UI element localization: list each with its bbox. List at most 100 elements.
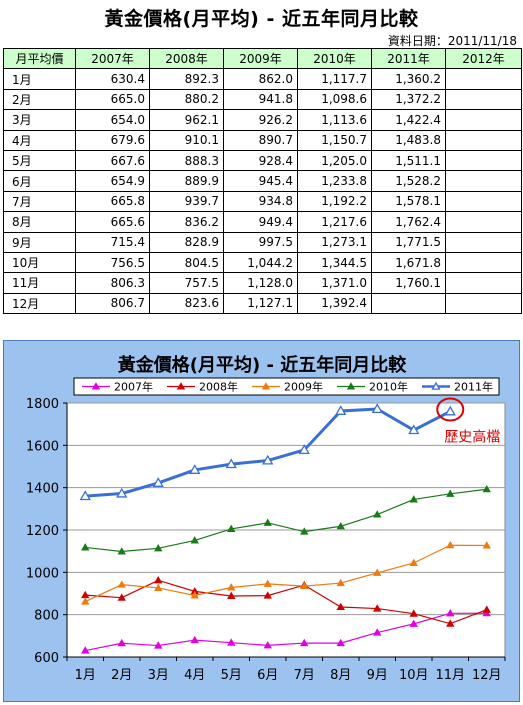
legend-marker bbox=[346, 382, 356, 390]
y-tick-label: 1000 bbox=[26, 566, 59, 581]
price-cell: 892.3 bbox=[149, 68, 224, 90]
annotation-circle bbox=[436, 397, 465, 422]
month-cell: 9月 bbox=[3, 231, 76, 253]
price-cell bbox=[445, 129, 522, 151]
price-cell: 1,127.1 bbox=[223, 292, 298, 315]
data-point bbox=[154, 583, 163, 591]
price-cell: 757.5 bbox=[149, 272, 224, 294]
series-line-2009年 bbox=[84, 544, 487, 603]
price-cell: 654.9 bbox=[75, 170, 150, 192]
price-cell: 1,192.2 bbox=[297, 190, 372, 213]
data-point bbox=[444, 405, 456, 416]
series-line-2010年 bbox=[85, 488, 487, 553]
data-point bbox=[263, 579, 272, 587]
data-point bbox=[336, 578, 345, 587]
price-cell bbox=[445, 170, 522, 192]
price-cell: 1,044.2 bbox=[223, 251, 298, 274]
month-cell: 11月 bbox=[3, 272, 76, 294]
data-point bbox=[263, 518, 272, 526]
column-header: 2007年 bbox=[75, 47, 150, 70]
price-cell: 890.7 bbox=[223, 129, 298, 151]
data-point bbox=[300, 638, 309, 647]
price-cell: 1,578.1 bbox=[371, 190, 446, 213]
month-cell: 3月 bbox=[3, 109, 76, 131]
data-point bbox=[225, 458, 237, 469]
price-cell bbox=[445, 272, 522, 294]
data-point bbox=[190, 536, 199, 544]
data-point bbox=[482, 541, 491, 549]
data-point bbox=[227, 591, 236, 600]
legend-marker bbox=[176, 382, 186, 390]
price-cell: 1,205.0 bbox=[297, 149, 372, 172]
table-row: 11月 806.3 757.5 1,128.0 1,371.0 1,760.1 bbox=[3, 272, 522, 294]
price-cell: 665.6 bbox=[75, 211, 150, 233]
x-tick-label: 5月 bbox=[221, 668, 242, 683]
price-cell: 1,372.2 bbox=[371, 88, 446, 111]
price-cell: 1,360.2 bbox=[371, 68, 446, 90]
price-cell: 949.4 bbox=[223, 211, 298, 233]
data-point bbox=[408, 424, 420, 435]
x-tick-label: 1月 bbox=[75, 668, 96, 683]
price-cell: 667.6 bbox=[75, 149, 150, 172]
price-cell: 1,098.6 bbox=[297, 88, 372, 111]
price-cell: 836.2 bbox=[149, 211, 224, 233]
data-point bbox=[116, 487, 128, 498]
x-tick-label: 2月 bbox=[111, 668, 132, 683]
price-cell: 926.2 bbox=[223, 109, 298, 131]
price-cell bbox=[445, 211, 522, 233]
month-cell: 7月 bbox=[3, 190, 76, 213]
month-cell: 1月 bbox=[3, 68, 76, 90]
data-point bbox=[227, 638, 236, 646]
price-cell: 888.3 bbox=[149, 149, 224, 172]
price-cell: 1,392.4 bbox=[297, 292, 372, 315]
price-cell: 1,762.4 bbox=[371, 211, 446, 233]
price-cell: 889.9 bbox=[149, 170, 224, 192]
price-cell: 1,771.5 bbox=[371, 231, 446, 253]
data-point bbox=[373, 628, 382, 636]
price-cell: 1,671.8 bbox=[371, 251, 446, 274]
price-cell: 939.7 bbox=[149, 190, 224, 213]
table-row: 6月 654.9 889.9 945.4 1,233.8 1,528.2 bbox=[3, 170, 522, 192]
table-row: 7月 665.8 939.7 934.8 1,192.2 1,578.1 bbox=[3, 190, 522, 213]
data-point bbox=[117, 547, 126, 555]
price-cell bbox=[445, 190, 522, 213]
month-cell: 8月 bbox=[3, 211, 76, 233]
data-point bbox=[189, 464, 201, 474]
column-header: 月平均價 bbox=[3, 47, 76, 70]
legend bbox=[73, 377, 500, 396]
table-row: 5月 667.6 888.3 928.4 1,205.0 1,511.1 bbox=[3, 149, 522, 172]
price-cell: 1,483.8 bbox=[371, 129, 446, 151]
data-point bbox=[446, 540, 455, 549]
data-point bbox=[336, 602, 345, 611]
price-cell: 756.5 bbox=[75, 251, 150, 274]
annotation-label: 歷史高檔 bbox=[444, 428, 500, 445]
price-cell bbox=[371, 292, 446, 315]
column-header: 2010年 bbox=[297, 47, 372, 70]
data-point bbox=[409, 558, 418, 567]
data-point bbox=[263, 591, 272, 599]
price-cell: 1,117.7 bbox=[297, 68, 372, 90]
x-tick-label: 11月 bbox=[435, 668, 465, 683]
y-tick-label: 1800 bbox=[26, 397, 59, 412]
price-cell bbox=[445, 149, 522, 172]
price-cell: 934.8 bbox=[223, 190, 298, 213]
x-tick-label: 10月 bbox=[399, 668, 429, 683]
data-point bbox=[154, 543, 163, 552]
price-cell: 1,371.0 bbox=[297, 272, 372, 294]
price-cell: 945.4 bbox=[223, 170, 298, 192]
column-header: 2009年 bbox=[223, 47, 298, 70]
data-point bbox=[262, 454, 274, 465]
chart-title: 黃金價格(月平均) - 近五年同月比較 bbox=[117, 354, 407, 376]
legend-label: 2011年 bbox=[454, 380, 493, 394]
x-tick-label: 6月 bbox=[257, 668, 278, 683]
price-cell: 1,150.7 bbox=[297, 129, 372, 151]
y-tick-label: 800 bbox=[34, 609, 59, 624]
data-point bbox=[409, 609, 418, 617]
legend-marker bbox=[261, 382, 271, 390]
legend-label: 2008年 bbox=[199, 380, 238, 394]
data-point bbox=[154, 576, 163, 584]
data-point bbox=[227, 583, 236, 591]
price-table: 月平均價 2007年 2008年 2009年 2010年 2011年 2012年 1月 630… bbox=[3, 47, 522, 315]
data-point bbox=[298, 444, 310, 454]
data-point bbox=[81, 597, 90, 605]
